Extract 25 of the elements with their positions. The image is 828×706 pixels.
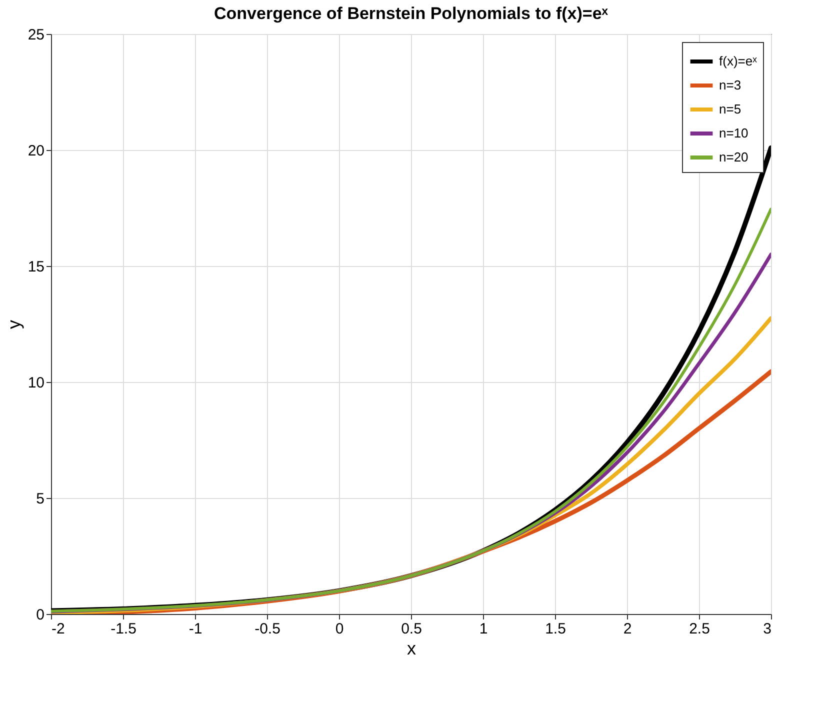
x-tick-label: 1 — [479, 620, 488, 638]
x-tick-label: 2 — [623, 620, 632, 638]
x-tick-label: -0.5 — [254, 620, 280, 638]
x-axis-title: x — [407, 638, 416, 658]
y-tick-label: 20 — [28, 142, 44, 160]
chart-title: Convergence of Bernstein Polynomials to f(x)=eˣ — [214, 4, 609, 23]
y-tick-label: 15 — [28, 258, 44, 276]
y-tick-label: 10 — [28, 374, 44, 392]
legend-label: n=10 — [719, 126, 748, 140]
x-tick-label: 1.5 — [545, 620, 566, 638]
x-tick-label: -1.5 — [110, 620, 136, 638]
x-tick-label: 0.5 — [401, 620, 422, 638]
y-tick-label: 5 — [36, 490, 44, 508]
x-tick-label: 2.5 — [689, 620, 710, 638]
legend-label: f(x)=eˣ — [719, 54, 758, 68]
y-tick-label: 0 — [36, 606, 44, 624]
y-tick-label: 25 — [28, 26, 44, 44]
x-tick-label: -2 — [52, 620, 65, 638]
legend-label: n=20 — [719, 150, 748, 164]
x-tick-label: 3 — [763, 620, 772, 638]
legend-label: n=5 — [719, 102, 742, 116]
legend-label: n=3 — [719, 78, 742, 92]
y-axis-title: y — [4, 320, 24, 329]
x-tick-label: -1 — [188, 620, 202, 638]
x-tick-label: 0 — [335, 620, 344, 638]
